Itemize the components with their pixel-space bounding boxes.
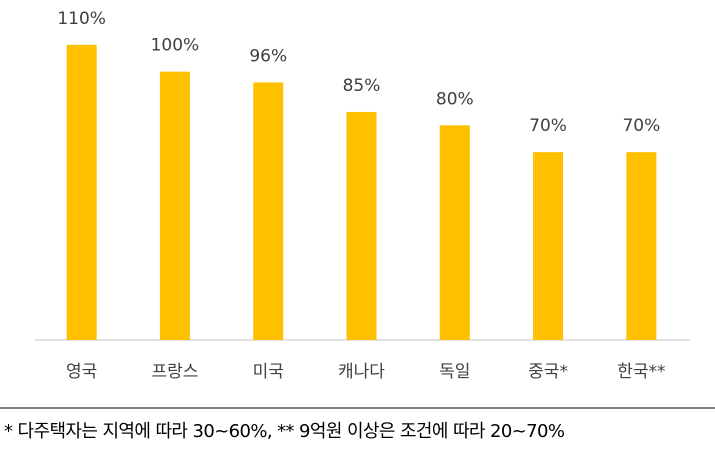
x-tick-label: 영국	[66, 362, 97, 382]
x-tick-label: 한국**	[617, 362, 665, 382]
value-label: 70%	[622, 116, 660, 136]
value-label: 96%	[249, 46, 287, 66]
value-label: 110%	[57, 9, 106, 29]
bar	[533, 152, 564, 340]
bar	[346, 111, 377, 341]
x-tick-label: 미국	[253, 362, 284, 382]
bar	[253, 82, 284, 341]
x-tick-label: 프랑스	[151, 362, 198, 382]
bar	[439, 125, 470, 340]
x-tick-label: 캐나다	[338, 362, 385, 382]
bar	[66, 44, 97, 340]
x-tick-label: 중국*	[528, 362, 568, 382]
value-label: 85%	[343, 76, 381, 96]
bar	[626, 152, 657, 340]
value-label: 80%	[436, 89, 474, 109]
value-label: 70%	[529, 116, 567, 136]
x-tick-label: 독일	[439, 362, 470, 382]
footnote: * 다주택자는 지역에 따라 30~60%, ** 9억원 이상은 조건에 따라…	[4, 421, 565, 442]
bar	[159, 71, 190, 341]
value-label: 100%	[151, 36, 200, 56]
